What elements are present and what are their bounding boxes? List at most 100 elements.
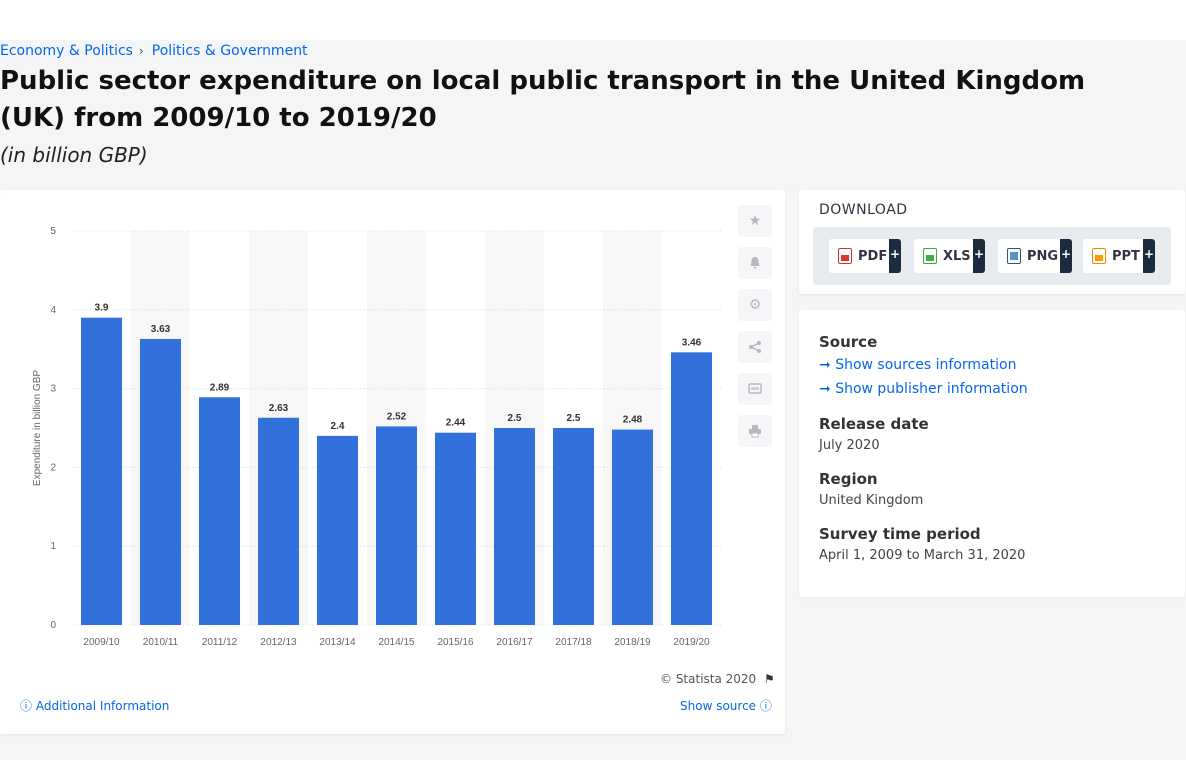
x-tick-label: 2009/10 bbox=[83, 637, 120, 648]
bar[interactable] bbox=[612, 429, 653, 625]
gear-icon[interactable]: ⚙ bbox=[738, 289, 772, 321]
download-ppt-button[interactable]: PPT + bbox=[1083, 239, 1155, 273]
top-navigation-bar bbox=[0, 0, 1186, 40]
bar[interactable] bbox=[199, 397, 240, 625]
survey-period-label: Survey time period bbox=[819, 525, 981, 543]
share-icon[interactable] bbox=[738, 331, 772, 363]
breadcrumb-politics-government[interactable]: Politics & Government bbox=[151, 43, 308, 59]
bar-value-label: 2.5 bbox=[567, 413, 581, 424]
download-png-button[interactable]: PNG + bbox=[998, 239, 1072, 273]
page-title: Public sector expenditure on local publi… bbox=[0, 66, 1086, 133]
show-source-label: Show source bbox=[680, 699, 757, 713]
copyright-text: © Statista 2020 bbox=[660, 672, 757, 686]
release-date-value: July 2020 bbox=[819, 438, 880, 453]
x-tick-label: 2018/19 bbox=[614, 637, 651, 648]
page-subtitle: (in billion GBP) bbox=[0, 143, 148, 167]
bar[interactable] bbox=[258, 417, 299, 625]
region-value: United Kingdom bbox=[819, 493, 924, 508]
chart-bars bbox=[81, 317, 712, 625]
download-xls-plus[interactable]: + bbox=[973, 239, 985, 273]
breadcrumb-separator: › bbox=[138, 44, 144, 58]
download-buttons: PDF + XLS + PNG + PPT + bbox=[813, 227, 1171, 285]
show-publisher-link[interactable]: ➞ Show publisher information bbox=[819, 381, 1028, 397]
arrow-right-icon: ➞ bbox=[819, 357, 831, 373]
info-circle-icon: ⓘ bbox=[759, 699, 772, 713]
bar[interactable] bbox=[435, 432, 476, 625]
show-publisher-label: Show publisher information bbox=[835, 381, 1028, 397]
ppt-file-icon bbox=[1092, 248, 1106, 264]
y-tick-label: 4 bbox=[50, 305, 56, 316]
bar-value-label: 2.52 bbox=[387, 411, 407, 422]
x-tick-label: 2016/17 bbox=[496, 637, 533, 648]
region-label: Region bbox=[819, 470, 878, 488]
bar[interactable] bbox=[81, 317, 122, 625]
download-heading: DOWNLOAD bbox=[819, 202, 908, 218]
download-pdf-label: PDF bbox=[858, 248, 888, 264]
x-tick-label: 2017/18 bbox=[555, 637, 592, 648]
pdf-file-icon bbox=[838, 248, 852, 264]
x-tick-label: 2019/20 bbox=[673, 637, 710, 648]
survey-period-value: April 1, 2009 to March 31, 2020 bbox=[819, 548, 1026, 563]
x-tick-label: 2014/15 bbox=[378, 637, 415, 648]
bar-chart: 0 1 2 3 4 5 3.9 3.63 2.89 2.63 2.4 2.52 2.44 2.5 2.5 2… bbox=[32, 226, 721, 648]
chart-toolbar: ★ ⚙ bbox=[738, 205, 772, 457]
bar-value-labels: 3.9 3.63 2.89 2.63 2.4 2.52 2.44 2.5 2.5 2.48 3.46 bbox=[95, 303, 702, 432]
download-pdf-button[interactable]: PDF + bbox=[829, 239, 901, 273]
statistic-info-card: Source ➞ Show sources information ➞ Show… bbox=[799, 310, 1185, 597]
quote-icon[interactable] bbox=[738, 373, 772, 405]
bar-value-label: 2.5 bbox=[508, 413, 522, 424]
bar-value-label: 2.63 bbox=[269, 403, 289, 414]
bar-value-label: 2.48 bbox=[623, 415, 643, 426]
download-png-plus[interactable]: + bbox=[1060, 239, 1072, 273]
additional-information-label: Additional Information bbox=[35, 699, 170, 713]
show-sources-link[interactable]: ➞ Show sources information bbox=[819, 357, 1016, 373]
bar-value-label: 3.63 bbox=[151, 324, 171, 335]
star-icon[interactable]: ★ bbox=[738, 205, 772, 237]
y-tick-label: 1 bbox=[50, 541, 56, 552]
bar-value-label: 2.44 bbox=[446, 418, 466, 429]
additional-information-link[interactable]: ⓘ Additional Information bbox=[20, 697, 169, 714]
y-tick-label: 3 bbox=[50, 384, 56, 395]
bar[interactable] bbox=[553, 428, 594, 625]
y-axis-ticks: 0 1 2 3 4 5 bbox=[50, 226, 56, 631]
bar[interactable] bbox=[376, 426, 417, 625]
show-sources-label: Show sources information bbox=[835, 357, 1017, 373]
bar[interactable] bbox=[140, 338, 181, 625]
download-xls-label: XLS bbox=[943, 248, 971, 264]
y-axis-label: Expenditure in billion GBP bbox=[32, 370, 43, 487]
bar-value-label: 2.89 bbox=[210, 382, 230, 393]
png-file-icon bbox=[1007, 248, 1021, 264]
download-ppt-plus[interactable]: + bbox=[1143, 239, 1155, 273]
bar[interactable] bbox=[317, 435, 358, 625]
arrow-right-icon: ➞ bbox=[819, 381, 831, 397]
xls-file-icon bbox=[923, 248, 937, 264]
print-icon[interactable] bbox=[738, 415, 772, 447]
x-tick-label: 2012/13 bbox=[260, 637, 297, 648]
flag-icon[interactable]: ⚑ bbox=[764, 672, 775, 686]
x-tick-label: 2013/14 bbox=[319, 637, 356, 648]
download-ppt-label: PPT bbox=[1112, 248, 1140, 264]
y-tick-label: 0 bbox=[50, 620, 56, 631]
y-tick-label: 5 bbox=[50, 226, 56, 237]
download-card: DOWNLOAD PDF + XLS + PNG + PPT + bbox=[799, 190, 1185, 294]
source-label: Source bbox=[819, 333, 878, 351]
download-xls-button[interactable]: XLS + bbox=[914, 239, 985, 273]
bell-icon[interactable] bbox=[738, 247, 772, 279]
x-tick-label: 2010/11 bbox=[143, 637, 179, 648]
bar-value-label: 3.46 bbox=[682, 337, 702, 348]
y-tick-label: 2 bbox=[50, 462, 56, 473]
info-circle-icon: ⓘ bbox=[20, 699, 33, 713]
x-tick-label: 2015/16 bbox=[437, 637, 474, 648]
x-axis-ticks: 2009/10 2010/11 2011/12 2012/13 2013/14 2014/… bbox=[83, 637, 710, 648]
bar-value-label: 3.9 bbox=[95, 303, 109, 314]
bar[interactable] bbox=[671, 352, 712, 625]
breadcrumb: Economy & Politics › Politics & Governme… bbox=[0, 43, 308, 59]
breadcrumb-economy-politics[interactable]: Economy & Politics bbox=[0, 43, 133, 59]
release-date-label: Release date bbox=[819, 415, 929, 433]
show-source-link[interactable]: Show source ⓘ bbox=[680, 697, 772, 714]
download-pdf-plus[interactable]: + bbox=[889, 239, 901, 273]
bar-value-label: 2.4 bbox=[331, 421, 345, 432]
copyright-notice: © Statista 2020 ⚑ bbox=[660, 672, 775, 686]
bar[interactable] bbox=[494, 428, 535, 625]
x-tick-label: 2011/12 bbox=[202, 637, 238, 648]
